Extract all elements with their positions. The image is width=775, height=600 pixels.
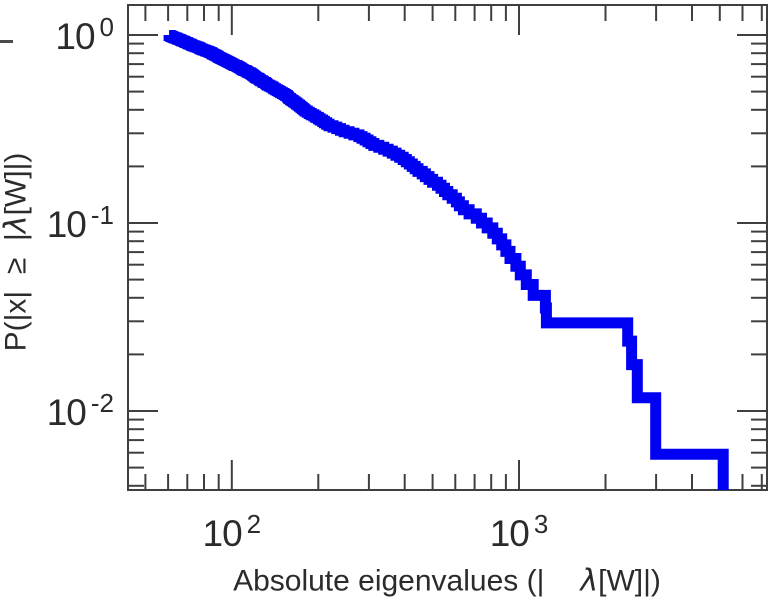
y-axis-tick-label-1e-1: 10 -1 (46, 199, 114, 245)
x-axis-tick-label-1e2: 10 2 (202, 509, 262, 554)
stray-tick-artifact (0, 40, 13, 43)
y-axis-tick-label-1e-2: 10 -2 (46, 387, 114, 433)
x-axis-label: Absolute eigenvalues (| λ[W]|) (233, 563, 661, 599)
axes-frame (127, 4, 768, 491)
ccdf-step-line (163, 30, 729, 490)
y-axis-tick-label-1e0: 10 0 (55, 11, 114, 57)
y-axis-label: P(|x| ≥ |λ[W]|) (0, 152, 34, 352)
x-axis-tick-label-1e3: 10 3 (489, 509, 549, 554)
